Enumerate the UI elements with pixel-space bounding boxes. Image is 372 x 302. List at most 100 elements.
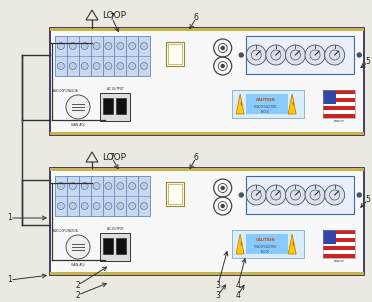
Text: !: ! (239, 242, 241, 246)
Bar (166, 182, 184, 206)
Bar (100, 93, 130, 121)
Bar (55, 176, 150, 216)
Circle shape (66, 235, 90, 259)
Circle shape (105, 43, 112, 50)
Circle shape (305, 185, 325, 205)
Circle shape (325, 45, 344, 65)
Text: 3: 3 (215, 281, 221, 290)
Circle shape (81, 203, 88, 210)
Text: !: ! (291, 101, 294, 107)
Bar (116, 98, 126, 114)
Text: LOOP: LOOP (102, 153, 126, 162)
Circle shape (239, 53, 243, 57)
Circle shape (285, 45, 305, 65)
Bar (323, 114, 355, 118)
Circle shape (221, 47, 224, 50)
Circle shape (69, 182, 76, 189)
Circle shape (57, 182, 64, 189)
Circle shape (129, 43, 136, 50)
Circle shape (266, 185, 286, 205)
Bar (323, 254, 355, 258)
Circle shape (325, 185, 344, 205)
Circle shape (93, 43, 100, 50)
Circle shape (105, 182, 112, 189)
Bar (246, 176, 354, 214)
Circle shape (81, 182, 88, 189)
Bar (323, 94, 355, 98)
Bar (323, 106, 355, 110)
Bar (50, 272, 364, 275)
Circle shape (141, 63, 148, 69)
Text: 6: 6 (193, 153, 198, 162)
Circle shape (117, 182, 124, 189)
Text: GAIN ADJ: GAIN ADJ (71, 123, 85, 127)
Text: 1: 1 (7, 214, 12, 223)
Text: 5: 5 (366, 57, 371, 66)
Bar (50, 168, 364, 275)
Circle shape (93, 182, 100, 189)
Circle shape (117, 63, 124, 69)
Text: DOMESTIC
PRODUCT: DOMESTIC PRODUCT (334, 260, 345, 262)
Polygon shape (288, 234, 296, 254)
Circle shape (69, 203, 76, 210)
Circle shape (305, 45, 325, 65)
Circle shape (221, 65, 224, 68)
Bar (103, 98, 113, 114)
Circle shape (141, 43, 148, 50)
Circle shape (105, 203, 112, 210)
Circle shape (81, 43, 88, 50)
Bar (323, 90, 355, 118)
Polygon shape (236, 94, 244, 114)
Bar (323, 250, 355, 254)
Circle shape (57, 203, 64, 210)
Text: RISK OF ELECTRIC
SHOCK: RISK OF ELECTRIC SHOCK (254, 105, 276, 114)
Circle shape (117, 43, 124, 50)
Circle shape (246, 185, 266, 205)
Circle shape (285, 185, 305, 205)
Text: 7: 7 (110, 153, 115, 162)
Circle shape (266, 45, 286, 65)
Circle shape (57, 43, 64, 50)
Bar (323, 234, 355, 238)
Bar (246, 36, 354, 74)
Text: CAUTION: CAUTION (255, 98, 275, 102)
Bar (323, 90, 355, 94)
Text: 7: 7 (110, 14, 115, 23)
Circle shape (93, 63, 100, 69)
Text: 5: 5 (366, 195, 371, 204)
Circle shape (221, 204, 224, 207)
Text: MAX LOOP DRAIN 2A: MAX LOOP DRAIN 2A (52, 229, 78, 233)
Bar (323, 246, 355, 250)
Text: !: ! (291, 242, 294, 246)
Bar (50, 28, 364, 31)
Bar (168, 44, 182, 64)
Text: LOOP: LOOP (102, 11, 126, 21)
Circle shape (357, 53, 361, 57)
Bar (246, 234, 288, 254)
Circle shape (69, 43, 76, 50)
Circle shape (93, 203, 100, 210)
Bar (323, 230, 336, 244)
Text: 2: 2 (76, 281, 80, 290)
Text: AC OUTPUT: AC OUTPUT (107, 227, 124, 231)
Bar (166, 42, 184, 66)
Bar (323, 230, 355, 258)
Text: GAIN ADJ: GAIN ADJ (71, 263, 85, 267)
Text: 2: 2 (76, 291, 80, 300)
Text: 4: 4 (235, 291, 240, 300)
Bar (232, 230, 304, 258)
Text: RISK OF ELECTRIC
SHOCK: RISK OF ELECTRIC SHOCK (254, 245, 276, 254)
Text: 3: 3 (215, 291, 221, 300)
Text: CAUTION: CAUTION (255, 238, 275, 242)
Text: 4: 4 (235, 281, 240, 290)
Bar (103, 238, 113, 254)
Circle shape (141, 182, 148, 189)
Bar (323, 90, 336, 104)
Bar (323, 238, 355, 242)
Polygon shape (236, 234, 244, 254)
Bar (323, 230, 355, 234)
Circle shape (221, 187, 224, 189)
Circle shape (105, 63, 112, 69)
Bar (50, 168, 364, 171)
Bar (246, 94, 288, 114)
